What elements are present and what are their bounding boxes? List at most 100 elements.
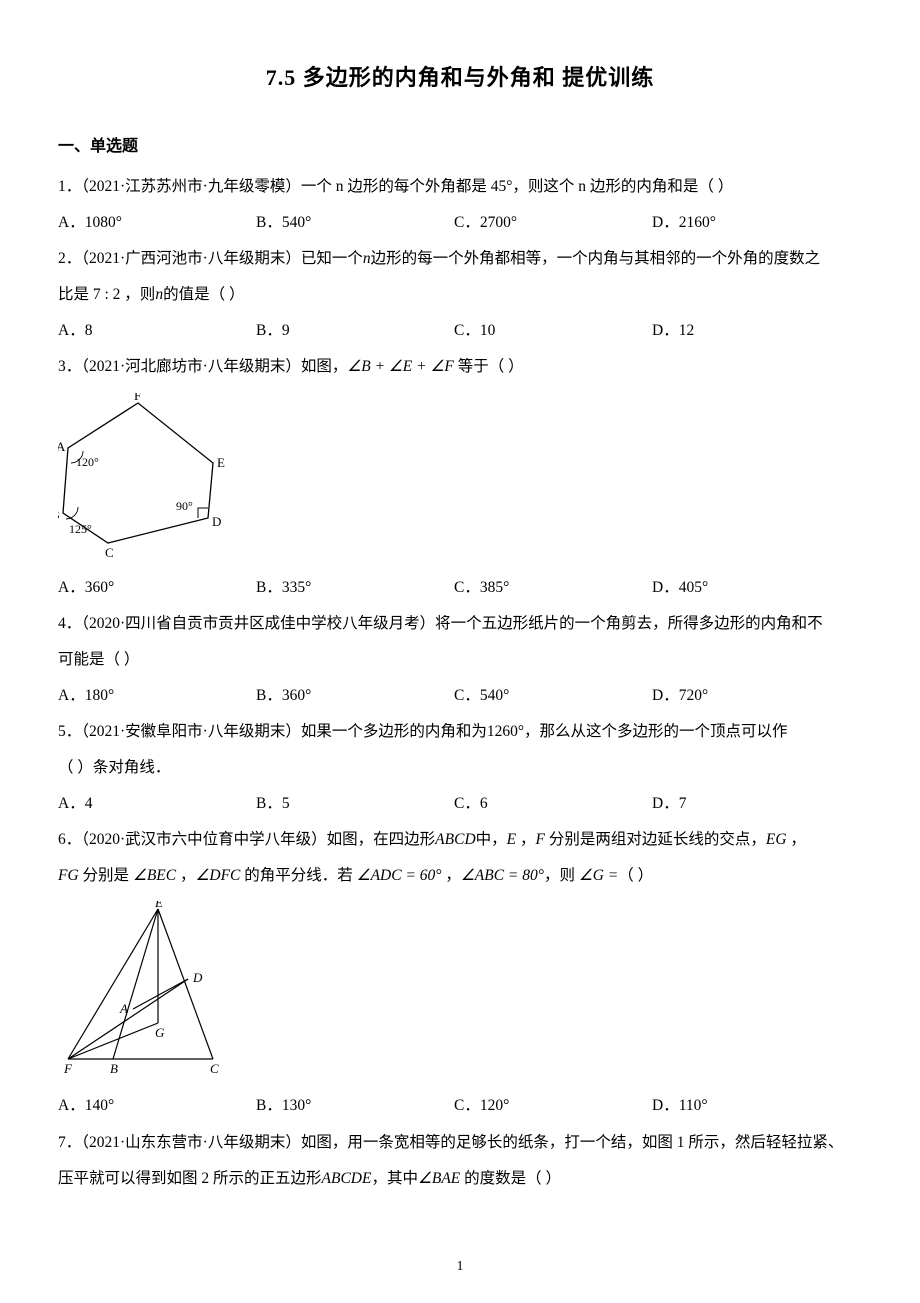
q6-bec: ∠BEC [133, 867, 176, 884]
q3-opt-c: C．385° [454, 571, 652, 605]
q5-opt-c: C．6 [454, 787, 652, 821]
svg-text:D: D [212, 514, 221, 529]
q7-text-c: ，其中 [371, 1170, 418, 1187]
q2-n: n [363, 250, 371, 267]
svg-text:E: E [154, 901, 163, 910]
q4-opt-c: C．540° [454, 679, 652, 713]
section-heading: 一、单选题 [58, 132, 862, 156]
svg-text:C: C [210, 1061, 219, 1076]
q6-abc: ∠ABC = 80° [461, 867, 544, 884]
q3-opt-b: B．335° [256, 571, 454, 605]
q6-text-d: 分别是 [79, 867, 133, 884]
q5-opt-d: D．7 [652, 787, 850, 821]
question-7: 7．（2021·山东东营市·八年级期末）如图，用一条宽相等的足够长的纸条，打一个… [58, 1126, 862, 1160]
q6-c1: ， [516, 831, 535, 848]
svg-text:A: A [119, 1001, 128, 1016]
q6-c4: ， [441, 867, 460, 884]
q2-text-c: 比是 7 : 2 ，则 [58, 286, 155, 303]
q6-text-f: ，则 [544, 867, 579, 884]
q2-opt-b: B．9 [256, 314, 454, 348]
q3-text-b: 等于（ ） [454, 358, 524, 375]
q2-opt-a: A．8 [58, 314, 256, 348]
q6-text-b: 中， [476, 831, 507, 848]
q7-text-b: 压平就可以得到如图 2 所示的正五边形 [58, 1170, 322, 1187]
page-number: 1 [0, 1259, 920, 1275]
q3-options: A．360° B．335° C．385° D．405° [58, 571, 862, 605]
q4-opt-b: B．360° [256, 679, 454, 713]
q5-opt-b: B．5 [256, 787, 454, 821]
question-6: 6．（2020·武汉市六中位育中学八年级）如图，在四边形ABCD中，E ，F 分… [58, 823, 862, 857]
q6-g: ∠G = [579, 867, 618, 884]
page: 7.5 多边形的内角和与外角和 提优训练 一、单选题 1．（2021·江苏苏州市… [0, 0, 920, 1303]
question-3: 3．（2021·河北廊坊市·八年级期末）如图，∠B + ∠E + ∠F 等于（ … [58, 350, 862, 384]
question-5-line2: （ ）条对角线． [58, 751, 862, 785]
q1-text: 1．（2021·江苏苏州市·九年级零模）一个 n 边形的每个外角都是 45°，则… [58, 178, 733, 195]
svg-text:120°: 120° [76, 455, 99, 469]
question-2: 2．（2021·广西河池市·八年级期末）已知一个n边形的每一个外角都相等，一个内… [58, 242, 862, 276]
page-title: 7.5 多边形的内角和与外角和 提优训练 [58, 60, 862, 92]
q4-opt-a: A．180° [58, 679, 256, 713]
q5-text-a: 5．（2021·安徽阜阳市·八年级期末）如果一个多边形的内角和为1260°，那么… [58, 723, 788, 740]
question-5: 5．（2021·安徽阜阳市·八年级期末）如果一个多边形的内角和为1260°，那么… [58, 715, 862, 749]
q5-opt-a: A．4 [58, 787, 256, 821]
q6-text-c: 分别是两组对边延长线的交点， [545, 831, 766, 848]
q1-opt-b: B．540° [256, 206, 454, 240]
q6-opt-c: C．120° [454, 1089, 652, 1123]
q3-expr: ∠B + ∠E + ∠F [347, 358, 454, 375]
q4-options: A．180° B．360° C．540° D．720° [58, 679, 862, 713]
q6-text-a: 6．（2020·武汉市六中位育中学八年级）如图，在四边形 [58, 831, 435, 848]
q6-opt-a: A．140° [58, 1089, 256, 1123]
question-1: 1．（2021·江苏苏州市·九年级零模）一个 n 边形的每个外角都是 45°，则… [58, 170, 862, 204]
q1-opt-c: C．2700° [454, 206, 652, 240]
q1-opt-d: D．2160° [652, 206, 850, 240]
q2-options: A．8 B．9 C．10 D．12 [58, 314, 862, 348]
q5-text-b: （ ）条对角线． [58, 759, 170, 776]
q7-bae: ∠BAE [418, 1170, 460, 1187]
q6-opt-b: B．130° [256, 1089, 454, 1123]
svg-text:A: A [58, 439, 66, 454]
q6-dfc: ∠DFC [196, 867, 241, 884]
svg-text:G: G [155, 1025, 165, 1040]
q6-text-e: 的角平分线．若 [240, 867, 356, 884]
q6-opt-d: D．110° [652, 1089, 850, 1123]
svg-text:F: F [134, 393, 141, 403]
q6-abcd: ABCD [435, 831, 475, 848]
q5-options: A．4 B．5 C．6 D．7 [58, 787, 862, 821]
svg-text:E: E [217, 455, 225, 470]
question-7-line2: 压平就可以得到如图 2 所示的正五边形ABCDE，其中∠BAE 的度数是（ ） [58, 1162, 862, 1196]
q6-e: E [507, 831, 516, 848]
svg-text:D: D [192, 970, 203, 985]
q7-text-a: 7．（2021·山东东营市·八年级期末）如图，用一条宽相等的足够长的纸条，打一个… [58, 1134, 843, 1151]
svg-text:125°: 125° [69, 522, 92, 536]
q6-figure: E D A G F B C [58, 901, 862, 1081]
q6-options: A．140° B．130° C．120° D．110° [58, 1089, 862, 1123]
question-2-line2: 比是 7 : 2 ，则n的值是（ ） [58, 278, 862, 312]
question-4: 4．（2020·四川省自贡市贡井区成佳中学校八年级月考）将一个五边形纸片的一个角… [58, 607, 862, 641]
q2-text-b: 边形的每一个外角都相等，一个内角与其相邻的一个外角的度数之 [371, 250, 821, 267]
q6-fg: FG [58, 867, 79, 884]
q4-text-a: 4．（2020·四川省自贡市贡井区成佳中学校八年级月考）将一个五边形纸片的一个角… [58, 615, 823, 632]
q3-opt-d: D．405° [652, 571, 850, 605]
q6-c3: ， [176, 867, 195, 884]
q1-options: A．1080° B．540° C．2700° D．2160° [58, 206, 862, 240]
q3-svg: ABCDEF120°125°90° [58, 393, 248, 558]
svg-text:F: F [63, 1061, 73, 1076]
q4-text-b: 可能是（ ） [58, 651, 139, 668]
question-6-line2: FG 分别是 ∠BEC ，∠DFC 的角平分线．若 ∠ADC = 60° ，∠A… [58, 859, 862, 893]
q1-opt-a: A．1080° [58, 206, 256, 240]
q6-text-g: （ ） [618, 867, 653, 884]
q2-n2: n [155, 286, 163, 303]
q4-opt-d: D．720° [652, 679, 850, 713]
q2-text-a: 2．（2021·广西河池市·八年级期末）已知一个 [58, 250, 363, 267]
q2-text-d: 的值是（ ） [163, 286, 244, 303]
svg-text:90°: 90° [176, 499, 193, 513]
q3-figure: ABCDEF120°125°90° [58, 393, 862, 563]
q7-abcde: ABCDE [322, 1170, 372, 1187]
q3-opt-a: A．360° [58, 571, 256, 605]
q2-opt-d: D．12 [652, 314, 850, 348]
svg-text:B: B [110, 1061, 118, 1076]
q6-c2: ， [787, 831, 806, 848]
question-4-line2: 可能是（ ） [58, 643, 862, 677]
q6-adc: ∠ADC = 60° [357, 867, 442, 884]
q6-svg: E D A G F B C [58, 901, 238, 1076]
